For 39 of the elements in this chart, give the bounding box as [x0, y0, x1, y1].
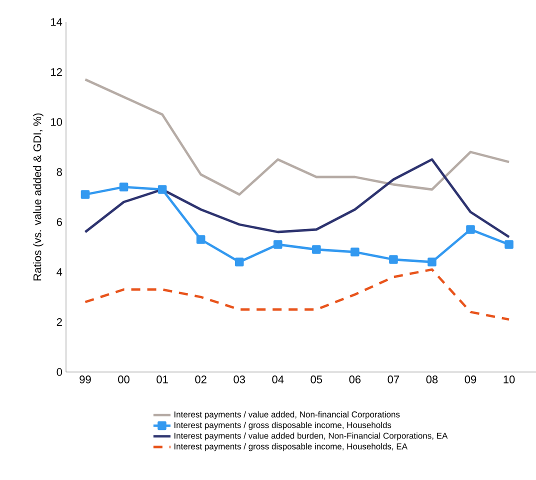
x-tick-label: 02: [195, 376, 206, 384]
x-tick-label: 00: [118, 376, 130, 384]
point: [428, 258, 436, 266]
point: [504, 240, 514, 249]
point: [466, 225, 475, 234]
legend-label: Interest payments / value added burden, Non-Financial Corporations, EA: [174, 432, 448, 440]
line-series: [84, 78, 510, 196]
point: [389, 255, 398, 264]
y-tick-label: 0: [56, 368, 62, 376]
point: [80, 190, 90, 199]
legend-label: Interest payments / gross disposable income, Households: [174, 422, 392, 430]
y-tick-label: 6: [56, 218, 62, 226]
x-tick-label: 99: [80, 376, 91, 384]
y-axis-title: Ratios (vs. value added & GDI, %): [33, 113, 44, 280]
point: [273, 240, 282, 249]
x-tick-label: 04: [272, 376, 284, 384]
legend-label: Interest payments / gross disposable income, Households, EA: [174, 443, 408, 452]
legend-label: Interest payments / value added, Non-financial Corporations: [174, 411, 400, 420]
point: [158, 185, 167, 194]
x-tick-label: 05: [310, 376, 322, 384]
y-tick-label: 14: [51, 18, 62, 26]
y-tick-label: 2: [56, 318, 62, 326]
x-tick-label: 08: [426, 376, 438, 384]
point: [119, 182, 128, 192]
y-tick-label: 12: [51, 68, 62, 76]
y-tick-label: 8: [56, 168, 62, 176]
line-series: [84, 158, 510, 238]
point: [196, 235, 206, 244]
y-tick-label: 10: [51, 118, 62, 126]
x-tick-label: 01: [156, 376, 168, 384]
y-tick-label: 4: [56, 268, 62, 276]
x-tick-label: 10: [504, 376, 515, 384]
point: [312, 245, 321, 254]
x-tick-label: 07: [388, 376, 400, 384]
point: [350, 248, 360, 256]
x-tick-label: 06: [349, 376, 361, 384]
x-tick-label: 09: [464, 376, 476, 384]
point: [234, 258, 244, 266]
x-tick-label: 03: [234, 376, 245, 384]
